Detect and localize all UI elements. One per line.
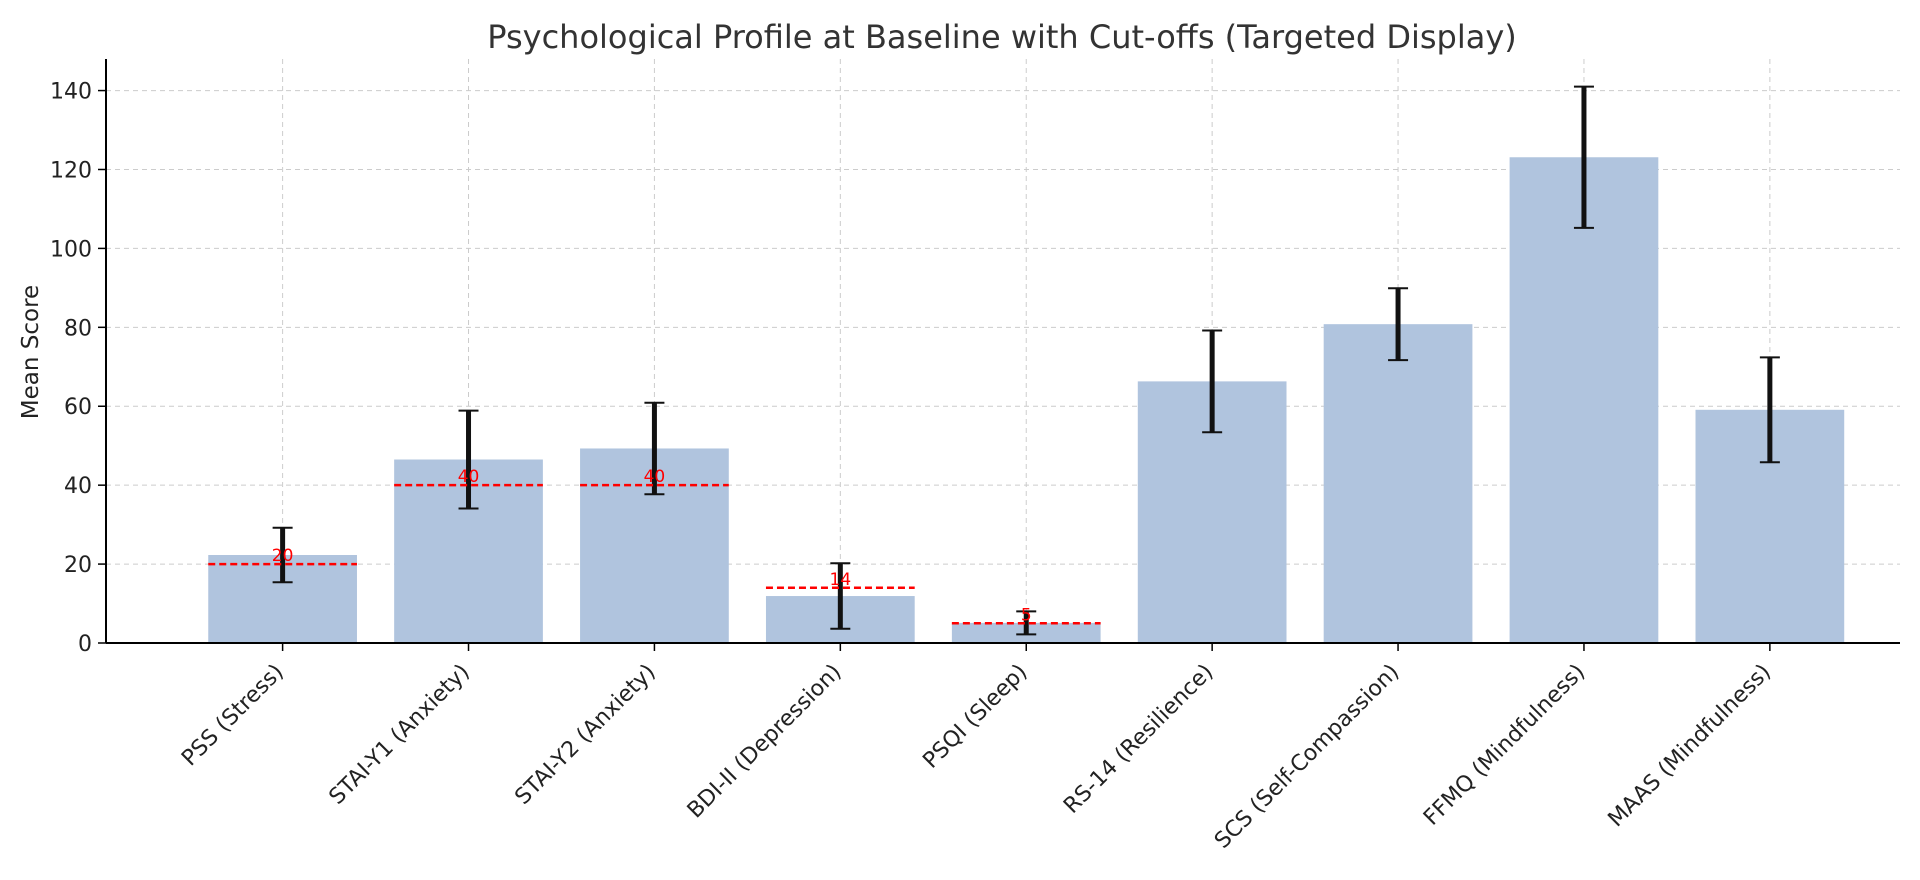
cutoff-lines-layer: 20 40 40 14 5 xyxy=(208,467,1101,625)
cutoff-label: 14 xyxy=(830,570,852,590)
cutoff-label: 20 xyxy=(272,546,294,566)
x-tick-label: STAI-Y2 (Anxiety) xyxy=(510,660,660,810)
x-tick-label: RS-14 (Resilience) xyxy=(1059,660,1218,819)
cutoff-label: 40 xyxy=(458,467,480,487)
y-tick-label: 40 xyxy=(64,474,92,499)
x-tick-label: STAI-Y1 (Anxiety) xyxy=(325,660,475,810)
x-tick-label: BDI-II (Depression) xyxy=(683,660,847,824)
error-bars-layer xyxy=(272,85,1780,636)
y-tick-label: 140 xyxy=(50,80,92,105)
x-tick-label: SCS (Self-Compassion) xyxy=(1210,660,1404,854)
x-tick-label: MAAS (Mindfulness) xyxy=(1604,660,1777,833)
axes-layer xyxy=(98,59,1900,651)
y-tick-label: 100 xyxy=(50,237,92,262)
x-tick-label: PSQI (Sleep) xyxy=(918,660,1032,774)
y-tick-label: 60 xyxy=(64,395,92,420)
bar xyxy=(1323,324,1473,643)
y-tick-label: 80 xyxy=(64,316,92,341)
bar xyxy=(1509,157,1659,643)
x-tick-label: PSS (Stress) xyxy=(177,660,289,772)
y-tick-label: 0 xyxy=(78,632,92,657)
x-tick-label: FFMQ (Mindfulness) xyxy=(1419,660,1590,831)
chart-title: Psychological Profile at Baseline with C… xyxy=(487,18,1517,56)
y-axis-label: Mean Score xyxy=(18,285,44,419)
cutoff-label: 5 xyxy=(1021,605,1032,625)
y-tick-label: 120 xyxy=(50,158,92,183)
cutoff-label: 40 xyxy=(644,467,666,487)
y-tick-label: 20 xyxy=(64,553,92,578)
